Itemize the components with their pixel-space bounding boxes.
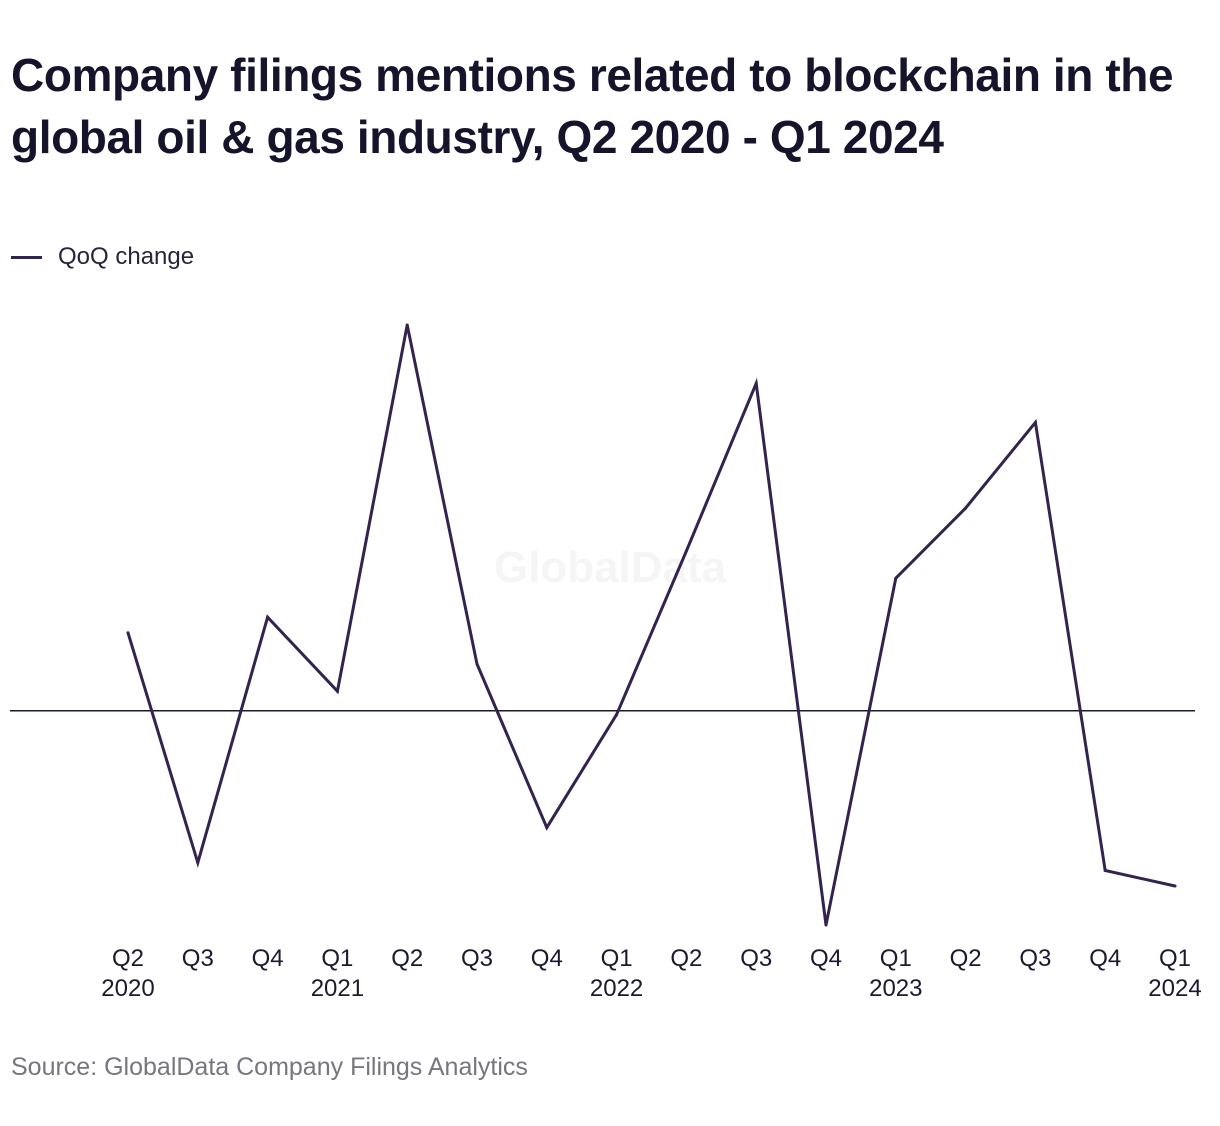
x-tick-year-label: 2024 <box>1148 975 1201 1002</box>
x-tick-label: Q3 <box>461 945 493 972</box>
chart-title: Company filings mentions related to bloc… <box>11 49 1174 163</box>
legend-swatch <box>11 255 42 259</box>
data-point <box>126 631 130 635</box>
x-tick-label: Q2 <box>670 945 702 972</box>
data-point <box>754 381 758 385</box>
data-point <box>1173 884 1177 888</box>
x-axis-ticks: Q2 2020 Q3 Q4 Q1 2021 Q2 Q3 Q4 Q1 2022 Q2 Q3 Q4 Q1 2023… <box>101 945 1201 1002</box>
data-point <box>1033 420 1037 424</box>
x-tick-year-label: 2020 <box>101 975 154 1002</box>
x-tick-label: Q1 <box>321 945 353 972</box>
series-group <box>126 323 1177 927</box>
series-line-0 <box>126 324 1176 926</box>
legend: QoQ change <box>11 242 194 272</box>
x-tick-label: Q4 <box>252 945 284 972</box>
x-tick-label: Q3 <box>1019 945 1051 972</box>
x-tick-label: Q2 <box>391 945 423 972</box>
x-tick-label: Q1 <box>1159 945 1191 972</box>
data-point <box>266 615 270 619</box>
data-point <box>964 506 968 510</box>
data-point <box>545 826 549 830</box>
x-tick-label: Q4 <box>531 945 563 972</box>
data-point <box>894 576 898 580</box>
data-point <box>684 549 688 553</box>
data-point <box>615 713 619 717</box>
x-tick-year-label: 2021 <box>311 975 364 1002</box>
source-note: Source: GlobalData Company Filings Analy… <box>11 1053 528 1081</box>
x-tick-label: Q1 <box>880 945 912 972</box>
data-point <box>196 861 200 865</box>
data-point <box>335 689 339 693</box>
data-point <box>1103 868 1107 872</box>
x-tick-label: Q2 <box>112 945 144 972</box>
data-point <box>824 923 828 927</box>
legend-label: QoQ change <box>58 243 195 270</box>
x-tick-label: Q4 <box>1089 945 1121 972</box>
x-tick-label: Q2 <box>950 945 982 972</box>
x-tick-year-label: 2023 <box>869 975 922 1002</box>
watermark: GlobalData <box>494 543 727 592</box>
x-tick-label: Q4 <box>810 945 842 972</box>
x-tick-year-label: 2022 <box>590 975 643 1002</box>
data-point <box>405 323 409 327</box>
data-point <box>475 662 479 666</box>
x-tick-label: Q1 <box>601 945 633 972</box>
x-tick-label: Q3 <box>182 945 214 972</box>
x-tick-label: Q3 <box>740 945 772 972</box>
